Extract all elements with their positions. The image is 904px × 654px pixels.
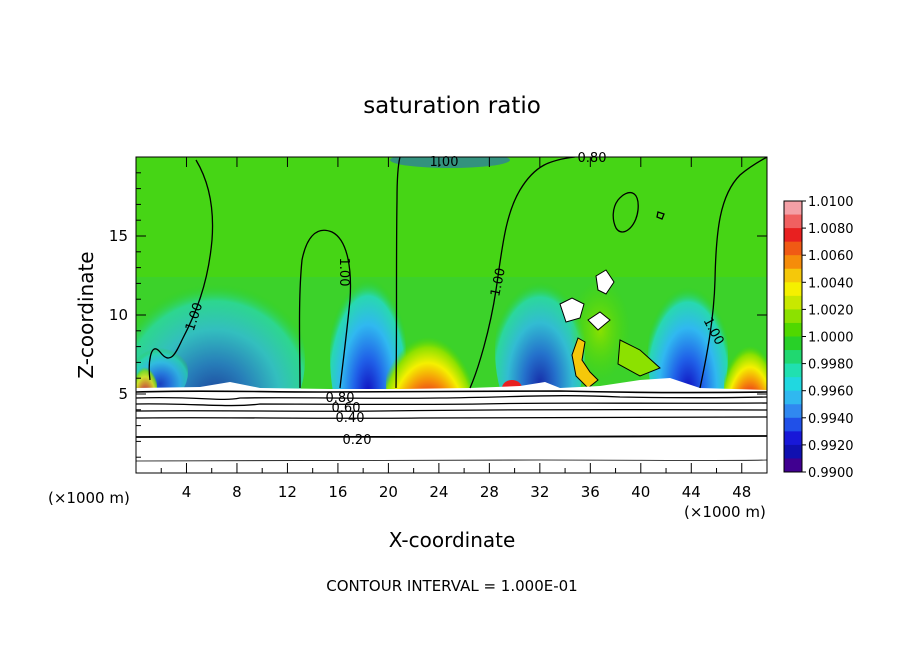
y-tick-label: 5 — [118, 385, 128, 403]
x-tick-label: 4 — [182, 483, 192, 501]
colorbar-label: 1.0100 — [808, 195, 854, 210]
cool-plume — [390, 157, 510, 168]
contour-line — [612, 191, 639, 233]
x-tick-label: 28 — [480, 483, 499, 501]
colorbar-swatch — [784, 444, 802, 459]
x-unit-left: (×1000 m) — [48, 489, 130, 507]
y-axis-label: Z-coordinate — [74, 251, 98, 378]
colorbar-swatch — [784, 241, 802, 256]
contour-line — [395, 157, 401, 389]
colorbar-swatch — [784, 404, 802, 419]
contour-label: 0.60 — [332, 401, 361, 416]
contour-line — [469, 157, 576, 389]
lime-patch — [570, 280, 630, 380]
cloud-patch — [559, 297, 585, 323]
colorbar-swatch — [784, 377, 802, 392]
chart-title: saturation ratio — [363, 93, 541, 119]
colorbar-swatch — [784, 336, 802, 351]
colorbar-swatch — [784, 363, 802, 378]
contour-line — [136, 416, 767, 419]
x-tick-label: 16 — [328, 483, 347, 501]
contour-label: 1.00 — [430, 155, 459, 170]
colorbar-swatch — [784, 255, 802, 270]
colorbar-swatch — [784, 309, 802, 324]
upper-field — [136, 157, 767, 277]
x-tick-label: 36 — [581, 483, 600, 501]
contour-label: 0.80 — [326, 391, 355, 406]
colorbar-label: 1.0080 — [808, 222, 854, 237]
y-tick-label: 15 — [109, 227, 128, 245]
colorbar-label: 1.0060 — [808, 249, 854, 264]
colorbar-label: 0.9900 — [808, 466, 854, 481]
colorbar-swatch — [784, 295, 802, 310]
contour-line — [298, 229, 352, 389]
y-tick-label: 10 — [109, 306, 128, 324]
colorbar-label: 0.9960 — [808, 385, 854, 400]
contour-line — [136, 390, 767, 394]
cloud-patch — [595, 269, 615, 295]
colorbar-swatch — [784, 390, 802, 405]
contour-label: 1.00 — [488, 267, 509, 298]
x-tick-label: 40 — [631, 483, 650, 501]
plot-area — [136, 157, 767, 473]
cloud-patch — [587, 311, 611, 331]
x-unit-right: (×1000 m) — [684, 503, 766, 521]
x-tick-label: 8 — [232, 483, 242, 501]
colorbar-swatch — [784, 458, 802, 473]
contour-lines — [136, 157, 767, 462]
colorbar-swatch — [784, 268, 802, 283]
contour-line — [136, 408, 767, 412]
colorbar-label: 0.9940 — [808, 412, 854, 427]
colorbar-label: 1.0000 — [808, 331, 854, 346]
colorbar-label: 0.9980 — [808, 358, 854, 373]
contour-label: 0.80 — [578, 151, 607, 166]
lower-layer — [136, 378, 767, 473]
contour-line — [699, 157, 767, 389]
colorbar-swatch — [784, 322, 802, 337]
x-tick-label: 44 — [682, 483, 701, 501]
x-tick-label: 48 — [732, 483, 751, 501]
x-tick-label: 12 — [278, 483, 297, 501]
colorbar: 1.0100 1.0080 1.0060 1.0040 1.0020 1.0000 0.99… — [783, 195, 854, 481]
colorbar-swatch — [784, 228, 802, 243]
x-axis: 4 8 12 16 20 24 28 32 36 40 44 48 — [160, 157, 751, 501]
colorbar-swatch — [784, 282, 802, 297]
contour-label: 0.40 — [336, 411, 365, 426]
contour-line — [136, 459, 767, 462]
x-axis-label: X-coordinate — [389, 528, 516, 552]
colorbar-swatch — [784, 431, 802, 446]
footer-note: CONTOUR INTERVAL = 1.000E-01 — [326, 577, 577, 595]
contour-line — [148, 159, 214, 381]
colorbar-swatch — [784, 417, 802, 432]
contour-line — [656, 211, 665, 220]
contour-label: 0.20 — [343, 433, 372, 448]
x-tick-label: 24 — [429, 483, 448, 501]
cloud-patch — [617, 339, 661, 377]
colorbar-swatch — [784, 201, 802, 216]
colorbar-label: 1.0040 — [808, 276, 854, 291]
colorbar-label: 1.0020 — [808, 303, 854, 318]
x-tick-label: 20 — [379, 483, 398, 501]
x-tick-label: 32 — [530, 483, 549, 501]
contour-line — [136, 395, 767, 401]
colorbar-swatch — [784, 214, 802, 229]
contour-label: 1.00 — [336, 258, 351, 287]
cloud-patch — [571, 337, 599, 389]
colorbar-swatch — [784, 350, 802, 365]
y-axis: 5 10 15 — [109, 172, 767, 458]
contour-line — [136, 402, 767, 407]
contour-line — [136, 435, 767, 439]
colorbar-label: 0.9920 — [808, 439, 854, 454]
